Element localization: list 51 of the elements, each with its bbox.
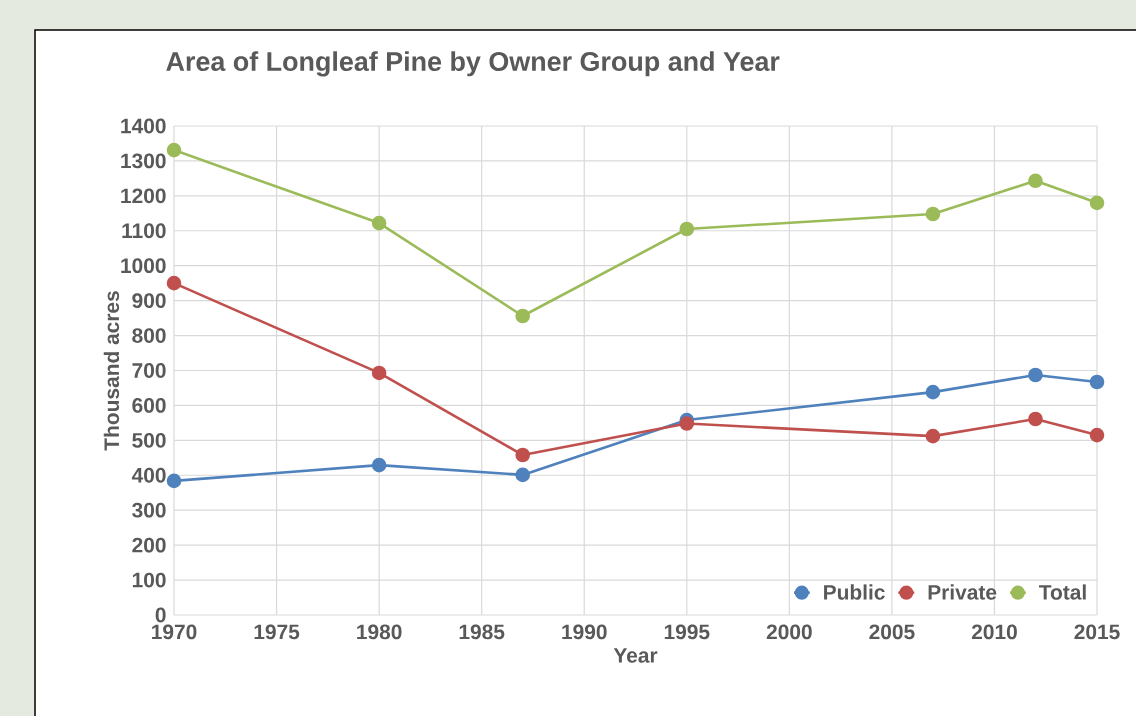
x-tick-label: 2005 (869, 624, 915, 640)
y-tick-label: 1300 (121, 153, 166, 169)
point (371, 457, 387, 473)
point (1089, 195, 1105, 211)
chart-title: Area of Longleaf Pine by Owner Group and Year (166, 51, 780, 77)
legend-label: Private (928, 584, 997, 600)
point (679, 221, 695, 237)
y-tick-label: 0 (155, 607, 166, 623)
point (515, 308, 530, 324)
x-tick-label: 2000 (766, 624, 812, 640)
y-tick-label: 900 (132, 293, 166, 309)
point (1028, 411, 1043, 427)
point (515, 467, 530, 483)
point (1028, 173, 1043, 189)
legend-label: Total (1039, 584, 1086, 600)
point (371, 215, 387, 231)
point (1028, 367, 1043, 383)
x-tick-label: 2010 (971, 624, 1017, 640)
y-axis-title: Thousand acres (103, 291, 120, 451)
y-tick-label: 1100 (122, 223, 166, 239)
point (166, 275, 182, 291)
x-tick-label: 1970 (152, 624, 197, 640)
x-tick-label: 1995 (664, 624, 710, 640)
y-tick-label: 700 (132, 363, 166, 378)
point (679, 416, 695, 431)
x-tick-label: 1980 (357, 624, 402, 640)
point (166, 473, 182, 489)
y-tick-label: 600 (132, 398, 166, 413)
point (1089, 374, 1105, 390)
y-tick-label: 800 (132, 328, 166, 343)
y-tick-label: 100 (132, 572, 166, 588)
x-tick-label: 1990 (562, 624, 607, 640)
y-tick-label: 200 (132, 537, 166, 553)
point (925, 206, 941, 222)
x-tick-label: 2015 (1074, 624, 1120, 640)
x-axis-title: Year (613, 648, 658, 663)
point (371, 365, 387, 381)
point (925, 428, 941, 444)
point (1089, 427, 1105, 443)
y-tick-label: 500 (132, 432, 166, 448)
point (515, 447, 530, 463)
point (166, 142, 182, 158)
x-tick-label: 1985 (459, 624, 505, 640)
point (925, 384, 941, 400)
y-tick-label: 1000 (121, 258, 166, 274)
y-tick-label: 400 (131, 467, 166, 483)
y-tick-label: 1400 (121, 118, 166, 134)
y-tick-label: 1200 (121, 188, 166, 204)
legend-label: Public (824, 584, 885, 600)
y-tick-label: 300 (132, 502, 166, 518)
x-tick-label: 1975 (254, 624, 300, 640)
